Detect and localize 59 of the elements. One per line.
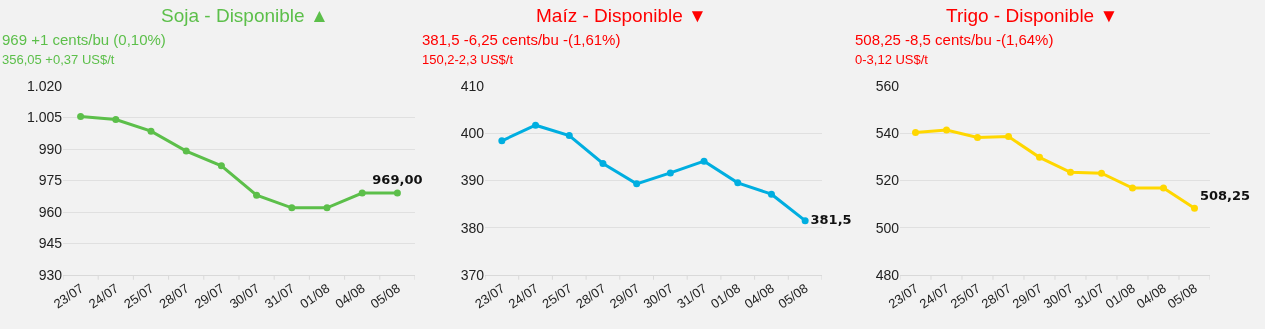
y-tick-label: 960 <box>38 203 63 220</box>
point <box>147 127 155 135</box>
y-tick-label: 1.020 <box>26 77 63 94</box>
text: 150,2-2,3 US$/t <box>422 52 514 67</box>
point <box>974 134 981 141</box>
y-tick-label: 500 <box>875 219 900 236</box>
point <box>1067 168 1074 176</box>
point <box>182 147 190 155</box>
y-tick-label: 930 <box>38 266 63 283</box>
point <box>498 137 506 145</box>
point <box>1005 133 1012 141</box>
point <box>1160 184 1167 192</box>
point <box>565 132 573 140</box>
point <box>912 129 919 137</box>
chart-title: Trigo - Disponible ▼ <box>946 5 1119 26</box>
y-tick-label: 1.005 <box>26 109 63 126</box>
y-tick-label: 480 <box>875 266 900 283</box>
y-tick-label: 560 <box>875 77 900 94</box>
y-tick-label: 390 <box>460 172 485 189</box>
point <box>532 121 540 129</box>
y-tick-label: 410 <box>460 77 485 94</box>
data-label: 508,25 <box>1199 187 1251 203</box>
point <box>217 162 225 170</box>
y-tick-label: 520 <box>875 172 900 189</box>
point <box>801 217 809 225</box>
point <box>666 169 674 177</box>
point <box>734 179 742 187</box>
y-tick-label: 945 <box>38 235 63 252</box>
chart-subtitle: 508,25 -8,5 cents/bu -(1,64%) <box>855 31 1054 48</box>
point <box>393 189 401 197</box>
point <box>288 204 296 212</box>
point <box>1098 169 1105 177</box>
y-tick-label: 990 <box>38 140 63 157</box>
point <box>1129 184 1136 192</box>
point <box>323 204 331 212</box>
point <box>253 191 261 199</box>
chart-subtitle: 381,5 -6,25 cents/bu -(1,61%) <box>422 31 621 48</box>
y-tick-label: 400 <box>460 125 485 142</box>
point <box>943 126 950 134</box>
point <box>1191 204 1198 212</box>
chart-title: Soja - Disponible ▲ <box>161 5 329 26</box>
text: 0-3,12 US$/t <box>855 52 929 67</box>
text: 356,05 +0,37 US$/t <box>2 52 115 67</box>
point <box>358 189 366 197</box>
point <box>700 157 708 165</box>
y-tick-label: 370 <box>460 266 485 283</box>
chart-subtitle: 969 +1 cents/bu (0,10%) <box>2 31 166 48</box>
y-tick-label: 540 <box>875 125 900 142</box>
point <box>1036 153 1043 161</box>
point <box>77 112 85 120</box>
y-tick-label: 380 <box>460 219 485 236</box>
point <box>767 190 775 198</box>
chart-title: Maíz - Disponible ▼ <box>536 5 707 26</box>
point <box>599 159 607 167</box>
data-label: 381,5 <box>810 211 852 227</box>
point <box>633 180 641 188</box>
y-tick-label: 975 <box>38 172 63 189</box>
point <box>112 116 120 124</box>
data-label: 969,00 <box>372 172 423 188</box>
